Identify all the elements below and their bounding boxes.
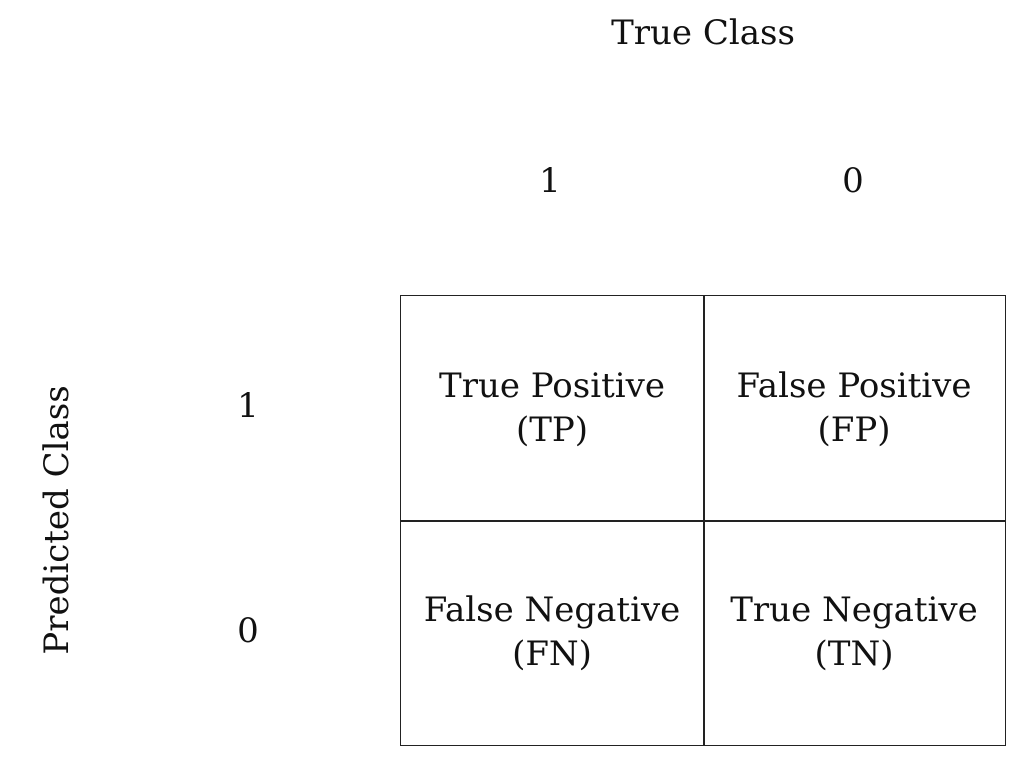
row-label-1: 1 <box>237 386 259 426</box>
false-negative-label: False Negative <box>423 589 681 630</box>
true-negative-label: True Negative <box>730 589 978 630</box>
false-positive-cell: False Positive (FP) <box>703 296 1005 520</box>
confusion-matrix: True Positive (TP) False Positive (FP) F… <box>400 295 1006 746</box>
true-class-axis-title: True Class <box>611 13 795 53</box>
column-label-0: 0 <box>842 161 864 201</box>
predicted-class-axis-title: Predicted Class <box>37 385 77 655</box>
matrix-horizontal-divider <box>401 520 1005 522</box>
false-positive-label: False Positive <box>736 365 972 406</box>
true-positive-label: True Positive <box>439 365 665 406</box>
column-label-1: 1 <box>539 161 561 201</box>
false-negative-cell: False Negative (FN) <box>401 520 703 744</box>
true-negative-abbr: (TN) <box>814 634 894 674</box>
false-positive-abbr: (FP) <box>817 410 891 450</box>
row-label-0: 0 <box>237 611 259 651</box>
true-negative-cell: True Negative (TN) <box>703 520 1005 744</box>
true-positive-abbr: (TP) <box>515 410 589 450</box>
false-negative-abbr: (FN) <box>512 634 592 674</box>
true-positive-cell: True Positive (TP) <box>401 296 703 520</box>
